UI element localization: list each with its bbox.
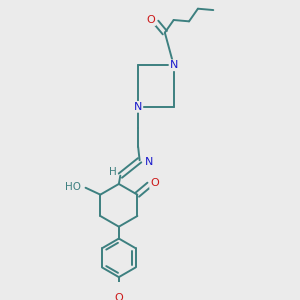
Text: O: O [150, 178, 159, 188]
Text: O: O [146, 15, 155, 25]
Text: N: N [134, 102, 142, 112]
Text: N: N [145, 157, 153, 167]
Text: H: H [109, 167, 117, 177]
Text: O: O [115, 293, 123, 300]
Text: N: N [169, 60, 178, 70]
Text: HO: HO [65, 182, 81, 192]
